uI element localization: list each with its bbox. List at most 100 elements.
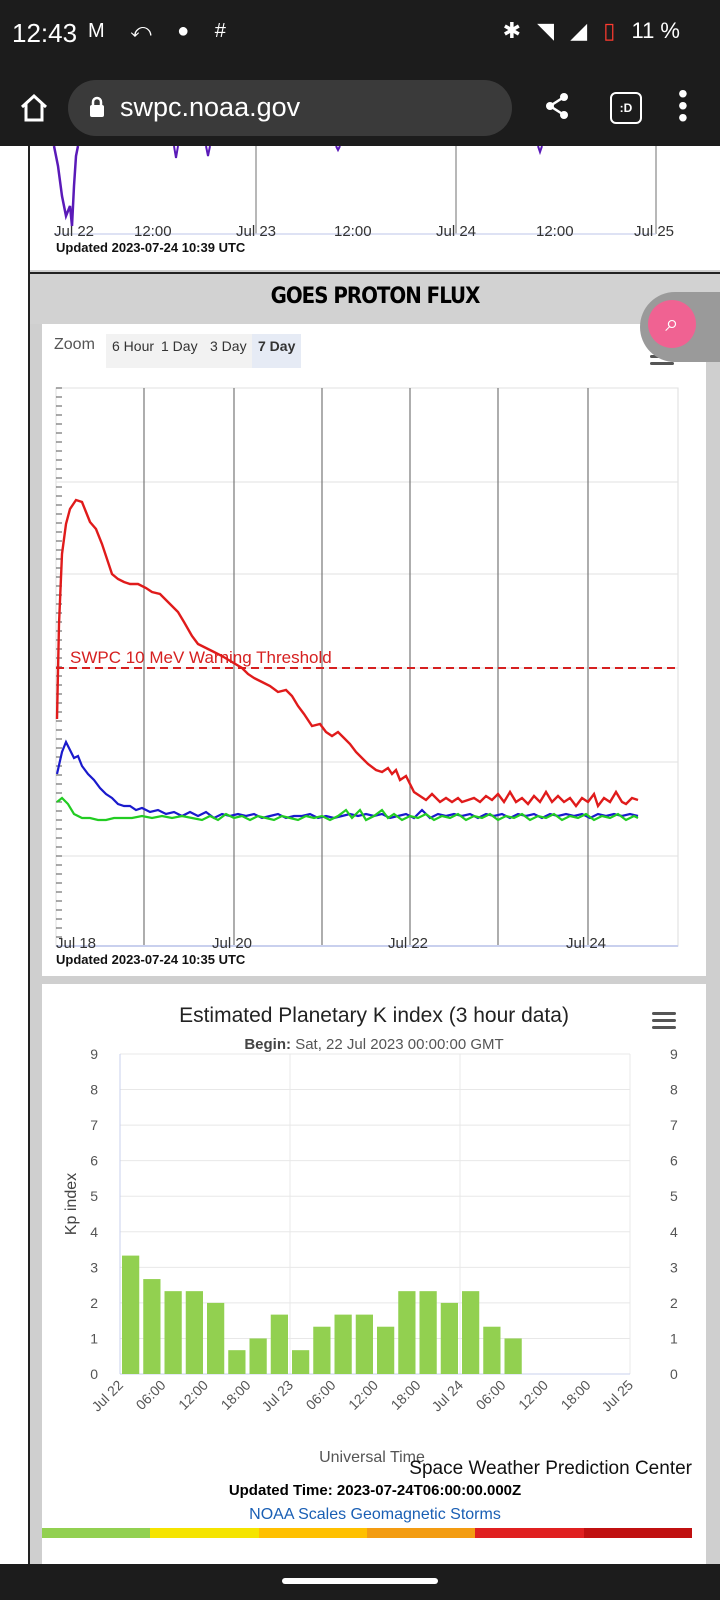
scale-segment xyxy=(583,1528,692,1538)
proton-series-mid xyxy=(55,739,639,820)
top-chart-panel: Jul 22 12:00 Jul 23 12:00 Jul 24 12:00 Jul 25 … xyxy=(30,146,720,270)
kp-bar xyxy=(462,1291,480,1374)
kp-x-tick: 06:00 xyxy=(303,1377,339,1413)
kp-x-tick: 18:00 xyxy=(388,1377,424,1413)
kp-bar xyxy=(355,1314,373,1374)
browser-toolbar: swpc.noaa.gov :D • • • xyxy=(0,70,720,146)
kp-ylabel: Kp index xyxy=(63,1173,80,1235)
kp-x-tick: Jul 24 xyxy=(428,1377,466,1415)
home-gesture-bar[interactable] xyxy=(282,1578,438,1584)
kp-y-tick-left: 9 xyxy=(90,1046,98,1062)
top-series-spikes xyxy=(173,146,543,159)
proton-tick-label: Jul 20 xyxy=(212,935,252,952)
top-tick-label: Jul 22 xyxy=(54,223,94,240)
kp-chart-panel: Estimated Planetary K index (3 hour data… xyxy=(42,984,706,1564)
kp-bar xyxy=(504,1338,522,1374)
clock: 12:43 xyxy=(12,18,78,48)
kp-y-tick-left: 5 xyxy=(90,1188,98,1204)
noaa-scales-link[interactable]: NOAA Scales Geomagnetic Storms xyxy=(249,1506,501,1523)
overflow-menu-icon[interactable]: • • • xyxy=(678,78,688,133)
scale-segment xyxy=(150,1528,259,1538)
kp-bar xyxy=(292,1350,310,1374)
proton-tick-label: Jul 22 xyxy=(388,935,428,952)
kp-y-tick-right: 1 xyxy=(670,1330,678,1346)
geomagnetic-scale-bar xyxy=(42,1528,692,1538)
top-chart-updated: Updated 2023-07-24 10:39 UTC xyxy=(56,240,246,255)
tab-switcher-icon[interactable]: :D xyxy=(610,92,642,124)
proton-tick-label: Jul 18 xyxy=(56,935,96,952)
signal-icon: ◢ xyxy=(570,18,588,43)
kp-bar xyxy=(270,1314,288,1374)
top-tick-label: Jul 24 xyxy=(436,223,476,240)
proton-tick-label: Jul 24 xyxy=(566,935,606,952)
scale-segment xyxy=(475,1528,584,1538)
kp-y-tick-left: 2 xyxy=(90,1295,98,1311)
top-tick-label: 12:00 xyxy=(134,223,172,240)
top-series-line xyxy=(52,146,80,227)
address-bar[interactable]: swpc.noaa.gov xyxy=(68,80,512,136)
zoom-7-day-button[interactable]: 7 Day xyxy=(252,334,302,368)
kp-x-tick: 12:00 xyxy=(515,1377,551,1413)
kp-updated: Updated Time: 2023-07-24T06:00:00.000Z xyxy=(228,1482,522,1499)
zoom-1-day-button[interactable]: 1 Day xyxy=(155,334,204,368)
kp-y-tick-right: 3 xyxy=(670,1259,678,1275)
proton-plot-area xyxy=(55,387,679,947)
top-chart: Jul 22 12:00 Jul 23 12:00 Jul 24 12:00 Jul 25 xyxy=(52,146,674,240)
kp-bar xyxy=(122,1255,140,1374)
top-tick-label: 12:00 xyxy=(536,223,574,240)
kp-title: Estimated Planetary K index (3 hour data… xyxy=(179,1004,569,1027)
kp-bar xyxy=(419,1291,437,1374)
kp-subtitle: Begin: Sat, 22 Jul 2023 00:00:00 GMT xyxy=(42,1036,706,1053)
wifi-icon: ◥ xyxy=(537,18,555,43)
scale-segment xyxy=(258,1528,367,1538)
kp-x-tick: 12:00 xyxy=(345,1377,381,1413)
top-tick-label: 12:00 xyxy=(334,223,372,240)
kp-y-tick-left: 7 xyxy=(90,1117,98,1133)
kp-y-tick-right: 6 xyxy=(670,1153,678,1169)
home-icon[interactable] xyxy=(16,90,52,126)
kp-bar xyxy=(228,1350,246,1374)
proton-title: GOES PROTON FLUX xyxy=(270,284,481,309)
battery-icon: ▯ xyxy=(603,18,616,43)
kp-y-tick-right: 5 xyxy=(670,1188,678,1204)
kp-menu-icon[interactable] xyxy=(652,1008,676,1033)
proton-header: GOES PROTON FLUX xyxy=(30,272,720,324)
notification-icons: M ⤺ ● # xyxy=(88,20,236,42)
kp-y-tick-left: 6 xyxy=(90,1153,98,1169)
page-content: Jul 22 12:00 Jul 23 12:00 Jul 24 12:00 Jul 25 … xyxy=(0,146,720,1564)
kp-y-tick-left: 8 xyxy=(90,1082,98,1098)
kp-bar xyxy=(334,1314,352,1374)
kp-bar xyxy=(207,1302,225,1374)
kp-x-tick: Jul 25 xyxy=(598,1377,636,1415)
system-indicators: ✱ ◥ ◢ ▯ 11 % xyxy=(493,18,680,44)
kp-subtitle-value: Sat, 22 Jul 2023 00:00:00 GMT xyxy=(295,1036,504,1053)
kp-xlabel: Universal Time xyxy=(319,1449,425,1466)
scale-segment xyxy=(42,1528,151,1538)
zoom-6-hour-button[interactable]: 6 Hour xyxy=(106,334,161,368)
navigation-bar xyxy=(0,1564,720,1600)
magnify-icon: ⌕ xyxy=(648,300,696,348)
threshold-label: SWPC 10 MeV Warning Threshold xyxy=(70,648,332,667)
proton-chart: SWPC 10 MeV Warning Threshold Jul 18 Jul … xyxy=(55,387,679,952)
kp-subtitle-label: Begin: xyxy=(244,1036,292,1053)
kp-y-tick-right: 9 xyxy=(670,1046,678,1062)
top-tick-label: Jul 25 xyxy=(634,223,674,240)
kp-x-tick: Jul 23 xyxy=(258,1377,296,1415)
kp-x-tick: 18:00 xyxy=(558,1377,594,1413)
zoom-fab[interactable]: ⌕ xyxy=(640,292,720,362)
status-bar: 12:43 M ⤺ ● # ✱ ◥ ◢ ▯ 11 % xyxy=(0,0,720,70)
kp-bar xyxy=(440,1302,458,1374)
share-icon[interactable] xyxy=(544,92,570,125)
kp-y-tick-left: 4 xyxy=(90,1224,98,1240)
kp-x-tick: 06:00 xyxy=(133,1377,169,1413)
kp-credit: Space Weather Prediction Center xyxy=(409,1458,692,1479)
zoom-label: Zoom xyxy=(54,336,95,353)
proton-series-low xyxy=(56,796,639,822)
zoom-3-day-button[interactable]: 3 Day xyxy=(204,334,253,368)
battery-percent: 11 % xyxy=(631,18,680,43)
kp-x-tick: Jul 22 xyxy=(88,1377,126,1415)
kp-bar xyxy=(164,1291,182,1374)
kp-bar xyxy=(398,1291,416,1374)
proton-series-high xyxy=(55,498,639,809)
kp-y-tick-right: 4 xyxy=(670,1224,678,1240)
